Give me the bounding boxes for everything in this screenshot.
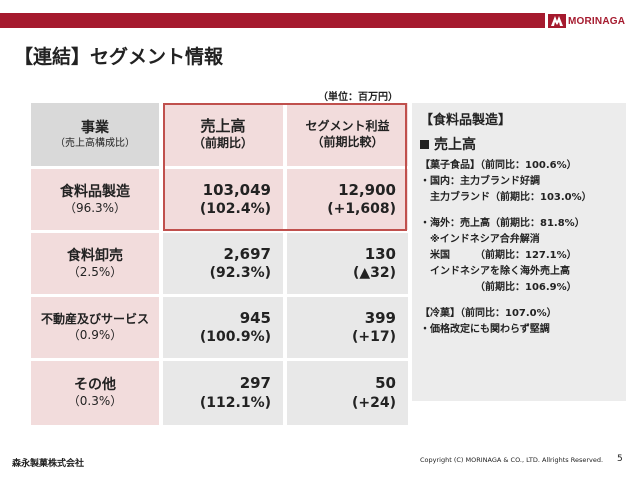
sales-cell: 945 (100.9%) bbox=[163, 297, 283, 358]
panel-line: 【菓子食品】（前同比：100.6%） bbox=[420, 160, 577, 171]
table-row-label: 食料品製造 （96.3%） bbox=[31, 169, 159, 230]
segment-name: 不動産及びサービス bbox=[40, 311, 149, 326]
panel-line: ※インドネシア合弁解消 bbox=[420, 234, 540, 245]
footer-copyright: Copyright (C) MORINAGA & CO., LTD. Allri… bbox=[420, 456, 604, 464]
header-business: 事業 （売上高構成比） bbox=[31, 103, 159, 166]
profit-value: 130 bbox=[364, 244, 396, 263]
segment-table: 事業 （売上高構成比） 売上高 （前期比） セグメント利益 （前期比較） 食料品… bbox=[31, 103, 408, 425]
header-business-label: 事業 bbox=[81, 119, 109, 136]
profit-value: 50 bbox=[375, 374, 396, 393]
panel-line: （前期比：106.9%） bbox=[420, 282, 577, 293]
table-row-label: 食料卸売 （2.5%） bbox=[31, 233, 159, 294]
page-number: 5 bbox=[617, 454, 623, 464]
panel-line: 【冷菓】（前同比：107.0%） bbox=[420, 308, 557, 319]
sales-cell: 297 (112.1%) bbox=[163, 361, 283, 425]
logo: MORINAGA bbox=[548, 12, 638, 30]
sales-yoy: (112.1%) bbox=[199, 394, 271, 411]
profit-change: (+17) bbox=[351, 329, 396, 346]
profit-cell: 399 (+17) bbox=[287, 297, 408, 358]
segment-share: （2.5%） bbox=[67, 264, 123, 279]
sales-value: 297 bbox=[239, 374, 271, 393]
profit-cell: 50 (+24) bbox=[287, 361, 408, 425]
profit-change: (+24) bbox=[351, 394, 396, 411]
footer-company: 森永製菓株式会社 bbox=[12, 459, 85, 469]
segment-name: 食料品製造 bbox=[60, 183, 130, 200]
table-row-label: その他 （0.3%） bbox=[31, 361, 159, 425]
page-title: 【連結】セグメント情報 bbox=[14, 46, 224, 68]
unit-label: （単位：百万円） bbox=[318, 92, 398, 103]
profit-cell: 12,900 (+1,608) bbox=[287, 169, 408, 230]
segment-name: その他 bbox=[74, 377, 116, 394]
panel-line: ・国内：主力ブランド好調 bbox=[420, 176, 540, 187]
square-bullet-icon bbox=[420, 139, 429, 149]
header-profit-label: セグメント利益 bbox=[305, 118, 390, 133]
panel-line: 主力ブランド（前期比：103.0%） bbox=[420, 192, 592, 203]
segment-share: （0.9%） bbox=[67, 327, 123, 342]
profit-cell: 130 (▲32) bbox=[287, 233, 408, 294]
panel-line: ・価格改定にも関わらず堅調 bbox=[420, 324, 550, 335]
panel-title: 【食料品製造】 bbox=[420, 113, 512, 128]
segment-share: （96.3%） bbox=[63, 200, 127, 215]
sales-cell: 2,697 (92.3%) bbox=[163, 233, 283, 294]
panel-subtitle: 売上高 bbox=[420, 134, 618, 154]
profit-change: (▲32) bbox=[352, 265, 396, 282]
morinaga-angel-icon bbox=[548, 14, 566, 28]
header-business-sub: （売上高構成比） bbox=[55, 138, 135, 150]
table-row-label: 不動産及びサービス （0.9%） bbox=[31, 297, 159, 358]
header-sales-label: 売上高 bbox=[200, 116, 246, 135]
header-profit-sub: （前期比較） bbox=[311, 134, 384, 149]
panel-line: 米国 （前期比：127.1%） bbox=[420, 250, 577, 261]
sales-value: 2,697 bbox=[223, 244, 271, 263]
header-sales: 売上高 （前期比） bbox=[163, 103, 283, 166]
header-profit: セグメント利益 （前期比較） bbox=[287, 103, 408, 166]
sales-yoy: (102.4%) bbox=[199, 201, 271, 218]
header-bar bbox=[0, 13, 545, 28]
sales-cell: 103,049 (102.4%) bbox=[163, 169, 283, 230]
sales-value: 945 bbox=[239, 308, 271, 327]
sales-value: 103,049 bbox=[202, 180, 271, 199]
highlight-frame bbox=[163, 103, 407, 231]
food-manufacturing-panel: 【食料品製造】 売上高 【菓子食品】（前同比：100.6%） ・国内：主力ブラン… bbox=[412, 103, 626, 401]
logo-text: MORINAGA bbox=[568, 15, 626, 27]
profit-value: 12,900 bbox=[338, 180, 396, 199]
profit-value: 399 bbox=[364, 308, 396, 327]
panel-subtitle-text: 売上高 bbox=[434, 137, 476, 153]
panel-line: インドネシアを除く海外売上高 bbox=[420, 266, 570, 277]
header-sales-sub: （前期比） bbox=[192, 136, 253, 151]
profit-change: (+1,608) bbox=[327, 201, 396, 218]
sales-yoy: (92.3%) bbox=[209, 265, 271, 282]
segment-name: 食料卸売 bbox=[67, 247, 123, 264]
segment-share: （0.3%） bbox=[67, 394, 123, 409]
panel-line: ・海外：売上高（前期比：81.8%） bbox=[420, 218, 585, 229]
sales-yoy: (100.9%) bbox=[199, 329, 271, 346]
